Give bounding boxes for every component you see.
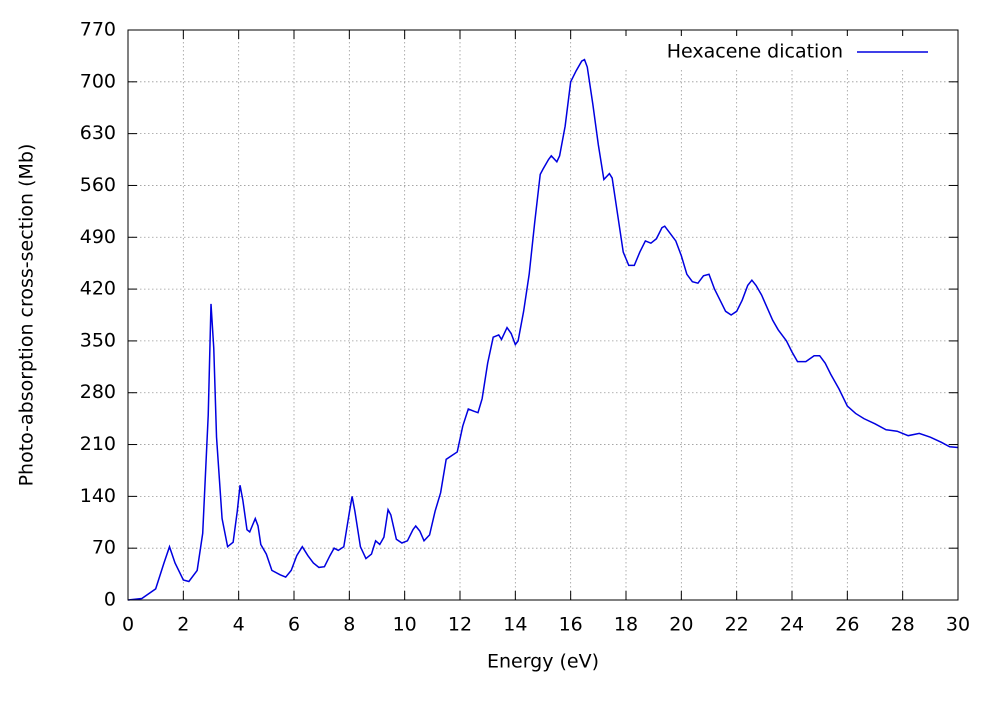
y-tick-label: 140	[80, 485, 116, 507]
x-tick-label: 6	[288, 614, 300, 636]
x-tick-label: 10	[393, 614, 417, 636]
x-tick-label: 14	[503, 614, 527, 636]
y-tick-label: 210	[80, 433, 116, 455]
legend-label: Hexacene dication	[667, 41, 843, 63]
y-tick-label: 280	[80, 381, 116, 403]
y-tick-label: 350	[80, 329, 116, 351]
x-tick-label: 26	[835, 614, 859, 636]
x-tick-label: 28	[891, 614, 915, 636]
y-tick-label: 0	[104, 589, 116, 611]
y-tick-label: 560	[80, 174, 116, 196]
x-tick-label: 4	[233, 614, 245, 636]
y-tick-label: 420	[80, 278, 116, 300]
y-tick-label: 700	[80, 70, 116, 92]
x-tick-label: 18	[614, 614, 638, 636]
x-tick-label: 16	[559, 614, 583, 636]
x-tick-label: 30	[946, 614, 970, 636]
x-axis-label: Energy (eV)	[487, 651, 599, 673]
y-tick-label: 490	[80, 226, 116, 248]
y-tick-label: 770	[80, 19, 116, 41]
y-tick-label: 70	[92, 537, 116, 559]
x-tick-label: 8	[343, 614, 355, 636]
x-tick-label: 22	[725, 614, 749, 636]
x-tick-label: 20	[669, 614, 693, 636]
y-axis-label: Photo-absorption cross-section (Mb)	[16, 144, 38, 487]
y-tick-label: 630	[80, 122, 116, 144]
x-tick-label: 2	[177, 614, 189, 636]
plot-frame	[127, 29, 959, 601]
x-tick-label: 24	[780, 614, 804, 636]
data-line	[127, 58, 959, 601]
x-tick-label: 12	[448, 614, 472, 636]
x-tick-label: 0	[122, 614, 134, 636]
